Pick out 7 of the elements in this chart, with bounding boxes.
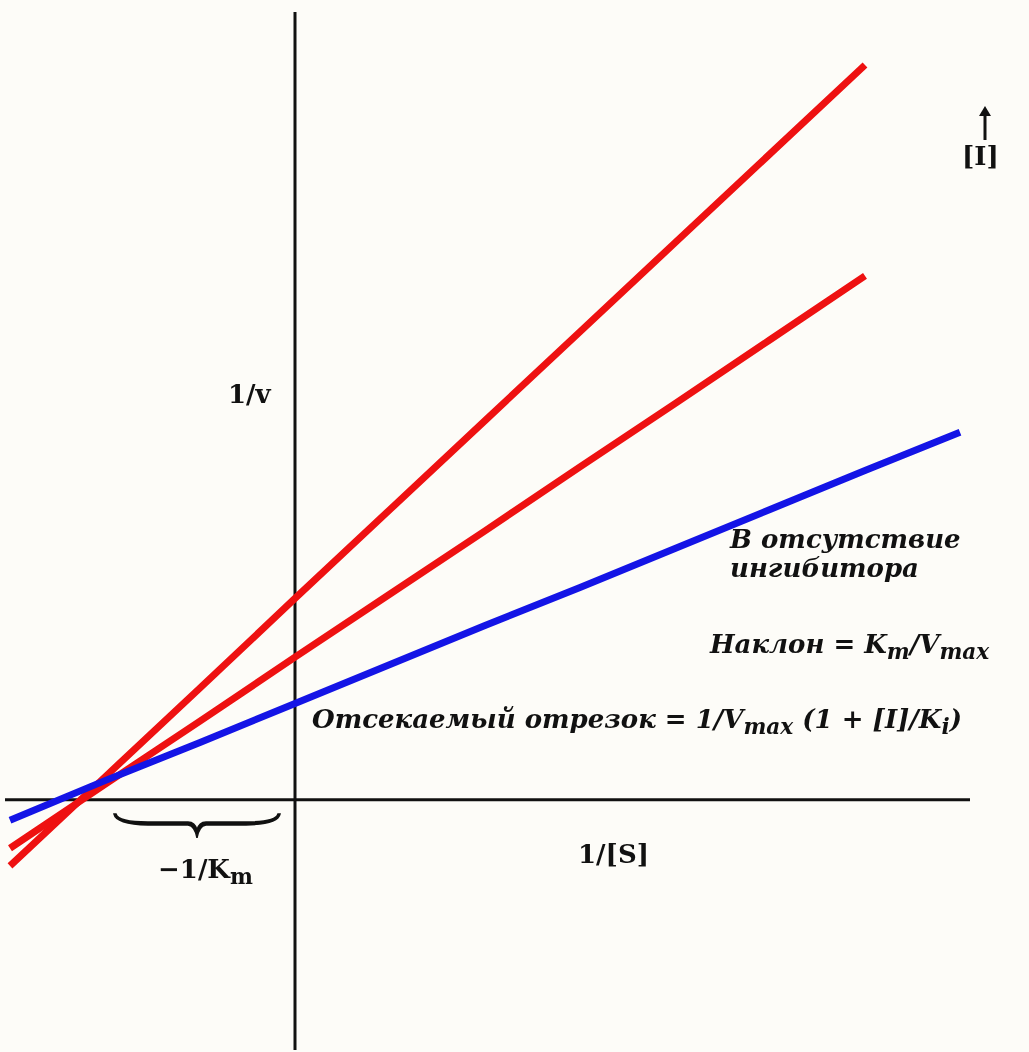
annotation: [I] bbox=[962, 141, 999, 171]
series-label: В отсутствие ингибитора bbox=[730, 524, 962, 583]
annotation: Наклон = K$_{m}$/V$_{max}$ bbox=[710, 629, 990, 665]
annotation: Отсекаемый отрезок = 1/V$_{max}$ (1 + [I]/K$_{i}$) bbox=[312, 704, 963, 740]
y-axis-title: 1/v bbox=[228, 379, 271, 409]
annotation: −1/K$_{m}$ bbox=[158, 854, 253, 890]
x-axis-title: 1/[S] bbox=[578, 839, 649, 869]
